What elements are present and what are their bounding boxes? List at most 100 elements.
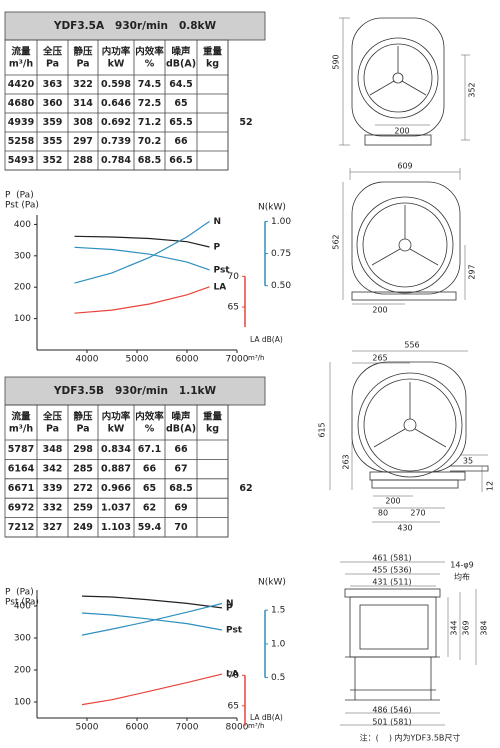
- table-cell: 65: [143, 483, 156, 494]
- table-cell: 0.887: [101, 464, 131, 475]
- y3-tick-label: 70: [228, 272, 240, 282]
- y3-tick-label: 65: [228, 303, 239, 313]
- table-cell: 66: [143, 464, 157, 475]
- series-line: [81, 595, 223, 609]
- table-cell: 322: [73, 79, 93, 90]
- column-header: 噪声: [171, 46, 191, 58]
- dimension-label: 均布: [454, 572, 470, 582]
- table-cell: 0.784: [101, 155, 131, 166]
- dimension-label: 609: [397, 162, 412, 171]
- column-header: 内功率: [102, 46, 131, 58]
- table-cell: 65: [174, 98, 187, 109]
- table-cell: 285: [73, 464, 93, 475]
- dimension-label: 556: [404, 341, 419, 350]
- y-axis-label: Pst (Pa): [5, 201, 39, 211]
- table-cell: 288: [73, 155, 93, 166]
- table-cell: 360: [43, 98, 63, 109]
- column-header: Pa: [76, 424, 89, 435]
- table-cell: 327: [43, 522, 63, 533]
- column-header: 内效率: [135, 411, 164, 423]
- table-cell: 0.598: [101, 79, 131, 90]
- chart: P (Pa)Pst (Pa) 100 200 300 400 4000 5000 6000 70…: [5, 191, 291, 365]
- column-header: 内功率: [102, 411, 131, 423]
- table-cell: 6671: [8, 483, 34, 494]
- column-header: Pa: [76, 59, 89, 70]
- dimension-label: 369: [462, 620, 471, 635]
- drawing-front-c: [329, 350, 489, 523]
- column-header: %: [145, 424, 155, 435]
- table-cell: 65.5: [169, 117, 192, 128]
- table-cell: 71.2: [138, 117, 161, 128]
- table-cell: 0.646: [101, 98, 131, 109]
- y3-axis-label: LA dB(A): [250, 335, 283, 344]
- dimension-label: 430: [397, 524, 412, 533]
- series-label: LA: [226, 670, 239, 680]
- column-header: kg: [206, 59, 219, 70]
- table-cell: 5258: [8, 136, 35, 147]
- y-tick-label: 400: [14, 602, 31, 612]
- series-label: Pst: [214, 265, 231, 275]
- table-cell: 332: [43, 502, 63, 513]
- x-tick-label: 8000: [226, 723, 249, 733]
- column-header: 全压: [42, 46, 63, 58]
- y2-tick-label: 0.50: [271, 281, 291, 291]
- dimension-label: 461 (581): [372, 554, 411, 563]
- x-tick-label: 5000: [126, 355, 149, 365]
- table-cell: 5787: [8, 444, 34, 455]
- column-header: m³/h: [9, 424, 34, 435]
- table-cell: 66: [174, 136, 188, 147]
- y-tick-label: 100: [14, 698, 31, 708]
- table-cell: 68.5: [169, 483, 192, 494]
- column-header: 静压: [73, 46, 93, 58]
- y3-axis-label: LA dB(A): [250, 713, 283, 722]
- column-header: 全压: [42, 411, 63, 423]
- y-tick-label: 100: [14, 314, 31, 324]
- x-tick-label: 5000: [76, 723, 99, 733]
- column-header: kW: [108, 424, 125, 435]
- spec-table: YDF3.5B 930r/min 1.1kW流量m³/h全压Pa静压Pa内功率k…: [4, 376, 266, 538]
- dimension-label: 384: [480, 620, 489, 635]
- table-cell: 0.692: [101, 117, 131, 128]
- dimension-label: 297: [468, 264, 477, 279]
- dimension-label: 590: [332, 54, 341, 69]
- table-cell: 259: [73, 502, 93, 513]
- table-cell: 68.5: [138, 155, 161, 166]
- table-cell: 1.037: [101, 502, 131, 513]
- table-cell: 0.834: [101, 444, 131, 455]
- table-cell: 59.4: [138, 522, 162, 533]
- dimension-label: 200: [394, 127, 409, 136]
- table-cell: 74.5: [138, 79, 161, 90]
- y-tick-label: 400: [14, 220, 31, 230]
- table-cell: 1.103: [101, 522, 131, 533]
- series-line: [81, 673, 223, 706]
- table-cell: 352: [43, 155, 63, 166]
- drawing-side: [340, 561, 477, 726]
- table-cell: 314: [73, 98, 93, 109]
- dimension-label: 455 (536): [372, 566, 411, 575]
- y-tick-label: 300: [14, 634, 31, 644]
- x-tick-label: 7000: [226, 355, 249, 365]
- table-title: YDF3.5B 930r/min 1.1kW: [53, 385, 217, 397]
- dimension-label: 562: [332, 234, 341, 249]
- table-cell: 67: [174, 464, 187, 475]
- series-label: P: [226, 603, 233, 613]
- dimension-label: 615: [318, 422, 327, 437]
- dimension-label: 344: [450, 620, 459, 635]
- table-cell: 249: [73, 522, 93, 533]
- table-cell: 359: [43, 117, 63, 128]
- y2-tick-label: 0.5: [271, 673, 285, 683]
- dimension-label: 注：( ) 内为YDF3.5B尺寸: [360, 733, 461, 743]
- series-label: Pst: [226, 626, 243, 636]
- table-cell: 69: [174, 502, 187, 513]
- dimension-label: 265: [372, 354, 387, 363]
- table-cell-weight: 62: [239, 483, 252, 494]
- y-axis-label: Pst (Pa): [5, 598, 39, 608]
- dimension-label: 35: [463, 457, 473, 466]
- dimension-label: 12: [486, 481, 495, 491]
- table-title-bg: [4, 11, 266, 41]
- column-header: dB(A): [166, 424, 196, 435]
- x-axis-label: m³/h: [248, 722, 264, 730]
- table-cell: 67.1: [138, 444, 161, 455]
- dimension-label: 501 (581): [372, 718, 411, 727]
- series-label: N: [226, 599, 234, 609]
